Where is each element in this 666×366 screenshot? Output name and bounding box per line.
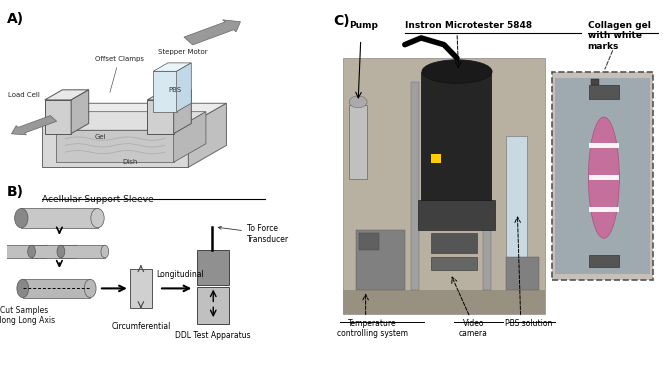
Ellipse shape bbox=[57, 245, 65, 258]
Polygon shape bbox=[61, 245, 105, 258]
Text: A): A) bbox=[7, 12, 24, 26]
Polygon shape bbox=[176, 63, 191, 112]
Text: Pump: Pump bbox=[349, 21, 378, 30]
Polygon shape bbox=[174, 90, 191, 134]
Ellipse shape bbox=[349, 96, 367, 108]
Polygon shape bbox=[71, 90, 89, 134]
Text: Longitudinal: Longitudinal bbox=[156, 270, 204, 279]
Bar bbox=[197, 287, 229, 324]
Text: B): B) bbox=[7, 185, 24, 199]
Bar bbox=[349, 105, 367, 179]
Polygon shape bbox=[2, 245, 46, 258]
Text: Instron Microtester 5848: Instron Microtester 5848 bbox=[405, 21, 532, 30]
Bar bbox=[412, 82, 420, 291]
Polygon shape bbox=[42, 103, 226, 125]
Polygon shape bbox=[147, 90, 191, 100]
Polygon shape bbox=[153, 71, 176, 112]
Bar bbox=[431, 154, 441, 163]
Bar bbox=[483, 82, 492, 291]
Polygon shape bbox=[45, 90, 89, 100]
Text: Stepper Motor: Stepper Motor bbox=[158, 49, 207, 56]
Bar bbox=[506, 257, 539, 291]
Text: C): C) bbox=[333, 14, 350, 28]
Bar bbox=[197, 250, 229, 285]
Ellipse shape bbox=[85, 279, 96, 298]
Text: Load Cell: Load Cell bbox=[8, 92, 40, 98]
Polygon shape bbox=[153, 63, 191, 71]
Text: Circumferential: Circumferential bbox=[111, 322, 170, 331]
Bar bbox=[421, 72, 492, 206]
Polygon shape bbox=[147, 100, 174, 134]
Bar bbox=[589, 207, 619, 212]
Polygon shape bbox=[174, 112, 206, 162]
Text: Temperature
controlling system: Temperature controlling system bbox=[336, 319, 408, 339]
Polygon shape bbox=[57, 112, 206, 130]
Bar bbox=[506, 135, 527, 277]
Ellipse shape bbox=[15, 209, 28, 228]
Bar bbox=[343, 58, 545, 314]
Ellipse shape bbox=[588, 117, 619, 238]
FancyArrow shape bbox=[184, 20, 240, 45]
Text: Video
camera: Video camera bbox=[459, 319, 488, 339]
Text: Gel: Gel bbox=[95, 134, 107, 140]
Text: To Force
Transducer: To Force Transducer bbox=[218, 224, 289, 244]
Bar bbox=[431, 257, 477, 270]
Ellipse shape bbox=[0, 245, 6, 258]
Bar bbox=[359, 233, 379, 250]
Text: PBS: PBS bbox=[168, 86, 182, 93]
Polygon shape bbox=[31, 245, 75, 258]
Polygon shape bbox=[23, 279, 90, 298]
Polygon shape bbox=[42, 125, 188, 167]
Bar bbox=[591, 79, 599, 85]
Text: Cut Samples
Along Long Axis: Cut Samples Along Long Axis bbox=[0, 306, 55, 325]
Bar bbox=[356, 230, 405, 291]
Bar bbox=[589, 143, 619, 148]
Text: Acellular Support Sleeve: Acellular Support Sleeve bbox=[42, 195, 154, 204]
Text: Offset Clamps: Offset Clamps bbox=[95, 56, 144, 92]
Polygon shape bbox=[45, 100, 71, 134]
Ellipse shape bbox=[101, 245, 109, 258]
FancyBboxPatch shape bbox=[551, 72, 653, 280]
Ellipse shape bbox=[72, 245, 79, 258]
Ellipse shape bbox=[43, 245, 50, 258]
Text: Collagen gel
with white
marks: Collagen gel with white marks bbox=[587, 21, 651, 51]
Ellipse shape bbox=[422, 60, 492, 83]
Ellipse shape bbox=[28, 245, 35, 258]
Polygon shape bbox=[188, 103, 226, 167]
Bar bbox=[555, 78, 649, 274]
Text: PBS solution: PBS solution bbox=[505, 319, 553, 328]
Bar bbox=[343, 291, 545, 314]
Ellipse shape bbox=[91, 209, 104, 228]
Bar bbox=[418, 199, 495, 230]
Bar bbox=[130, 269, 152, 308]
FancyArrow shape bbox=[11, 116, 57, 135]
Text: DDL Test Apparatus: DDL Test Apparatus bbox=[175, 332, 251, 340]
Bar bbox=[589, 255, 619, 267]
Bar bbox=[589, 175, 619, 180]
Polygon shape bbox=[21, 209, 97, 228]
Text: Dish: Dish bbox=[122, 159, 137, 165]
Polygon shape bbox=[57, 130, 174, 162]
Ellipse shape bbox=[17, 279, 29, 298]
Bar bbox=[431, 233, 477, 253]
Bar bbox=[589, 85, 619, 98]
